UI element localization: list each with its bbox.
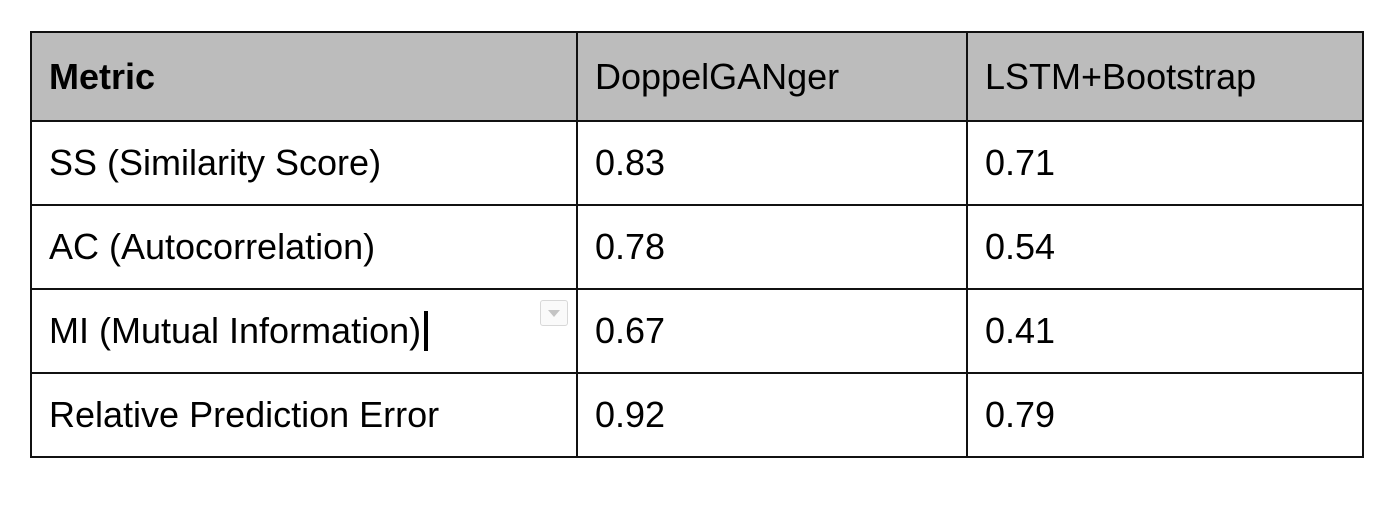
cell-metric[interactable]: SS (Similarity Score) — [30, 120, 578, 206]
cell-metric-text: MI (Mutual Information) — [49, 310, 422, 351]
text-cursor — [424, 311, 429, 351]
table-row: Relative Prediction Error 0.92 0.79 — [30, 372, 1364, 458]
metrics-table: Metric DoppelGANger LSTM+Bootstrap SS (S… — [30, 31, 1364, 458]
table-row: SS (Similarity Score) 0.83 0.71 — [30, 120, 1364, 206]
cell-menu-button[interactable] — [540, 300, 568, 326]
cell-lstm-bootstrap[interactable]: 0.79 — [966, 372, 1364, 458]
cell-doppelganger[interactable]: 0.78 — [576, 204, 968, 290]
header-row: Metric DoppelGANger LSTM+Bootstrap — [30, 31, 1364, 122]
cell-metric-active[interactable]: MI (Mutual Information) — [30, 288, 578, 374]
header-metric[interactable]: Metric — [30, 31, 578, 122]
active-cell-content: MI (Mutual Information) — [49, 290, 576, 372]
cell-lstm-bootstrap[interactable]: 0.41 — [966, 288, 1364, 374]
cell-lstm-bootstrap[interactable]: 0.71 — [966, 120, 1364, 206]
chevron-down-icon — [548, 309, 560, 317]
table-row: MI (Mutual Information) 0.67 0.41 — [30, 288, 1364, 374]
header-doppelganger[interactable]: DoppelGANger — [576, 31, 968, 122]
header-lstm-bootstrap[interactable]: LSTM+Bootstrap — [966, 31, 1364, 122]
cell-lstm-bootstrap[interactable]: 0.54 — [966, 204, 1364, 290]
cell-doppelganger[interactable]: 0.92 — [576, 372, 968, 458]
table-row: AC (Autocorrelation) 0.78 0.54 — [30, 204, 1364, 290]
cell-metric[interactable]: AC (Autocorrelation) — [30, 204, 578, 290]
cell-doppelganger[interactable]: 0.67 — [576, 288, 968, 374]
cell-doppelganger[interactable]: 0.83 — [576, 120, 968, 206]
cell-metric[interactable]: Relative Prediction Error — [30, 372, 578, 458]
